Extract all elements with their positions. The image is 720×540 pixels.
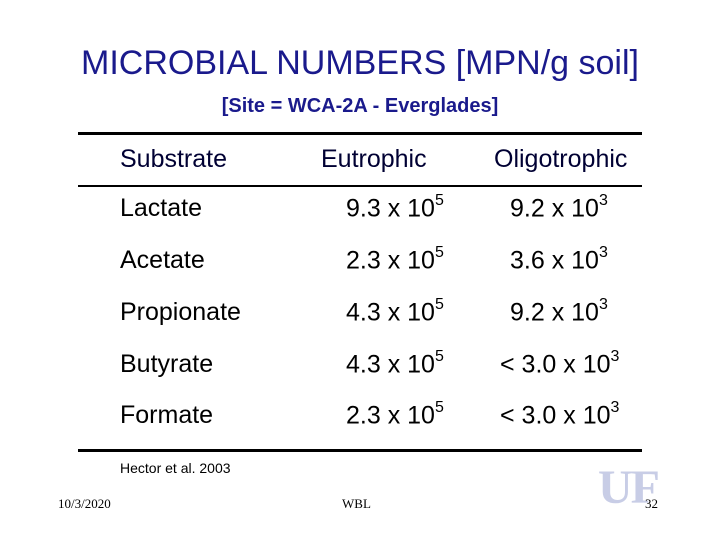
cell-oligotrophic: 3.6 x 103 [510,244,608,275]
table-top-rule [78,132,642,135]
table-header-rule [78,185,642,187]
cell-eutrophic: 2.3 x 105 [346,399,444,430]
slide-title: MICROBIAL NUMBERS [MPN/g soil] [81,44,639,82]
footer-center: WBL [342,496,371,511]
header-oligotrophic: Oligotrophic [494,145,628,173]
cell-substrate: Acetate [120,246,205,274]
page-number: 32 [645,496,658,511]
header-substrate: Substrate [120,145,228,173]
cell-substrate: Lactate [120,194,203,222]
slide-subtitle: [Site = WCA-2A - Everglades] [221,95,499,117]
cell-oligotrophic: 9.2 x 103 [510,192,608,223]
cell-substrate: Propionate [120,298,241,326]
cell-eutrophic: 4.3 x 105 [346,296,444,327]
uf-logo: UF [598,461,660,514]
footer-date: 10/3/2020 [58,496,111,511]
cell-oligotrophic: < 3.0 x 103 [500,348,620,379]
citation: Hector et al. 2003 [120,460,231,476]
cell-substrate: Formate [120,401,214,429]
cell-eutrophic: 9.3 x 105 [346,192,444,223]
cell-oligotrophic: 9.2 x 103 [510,296,608,327]
cell-eutrophic: 4.3 x 105 [346,348,444,379]
cell-oligotrophic: < 3.0 x 103 [500,399,620,430]
cell-substrate: Butyrate [120,350,214,378]
header-eutrophic: Eutrophic [321,145,427,173]
table-bottom-rule [78,449,642,452]
cell-eutrophic: 2.3 x 105 [346,244,444,275]
